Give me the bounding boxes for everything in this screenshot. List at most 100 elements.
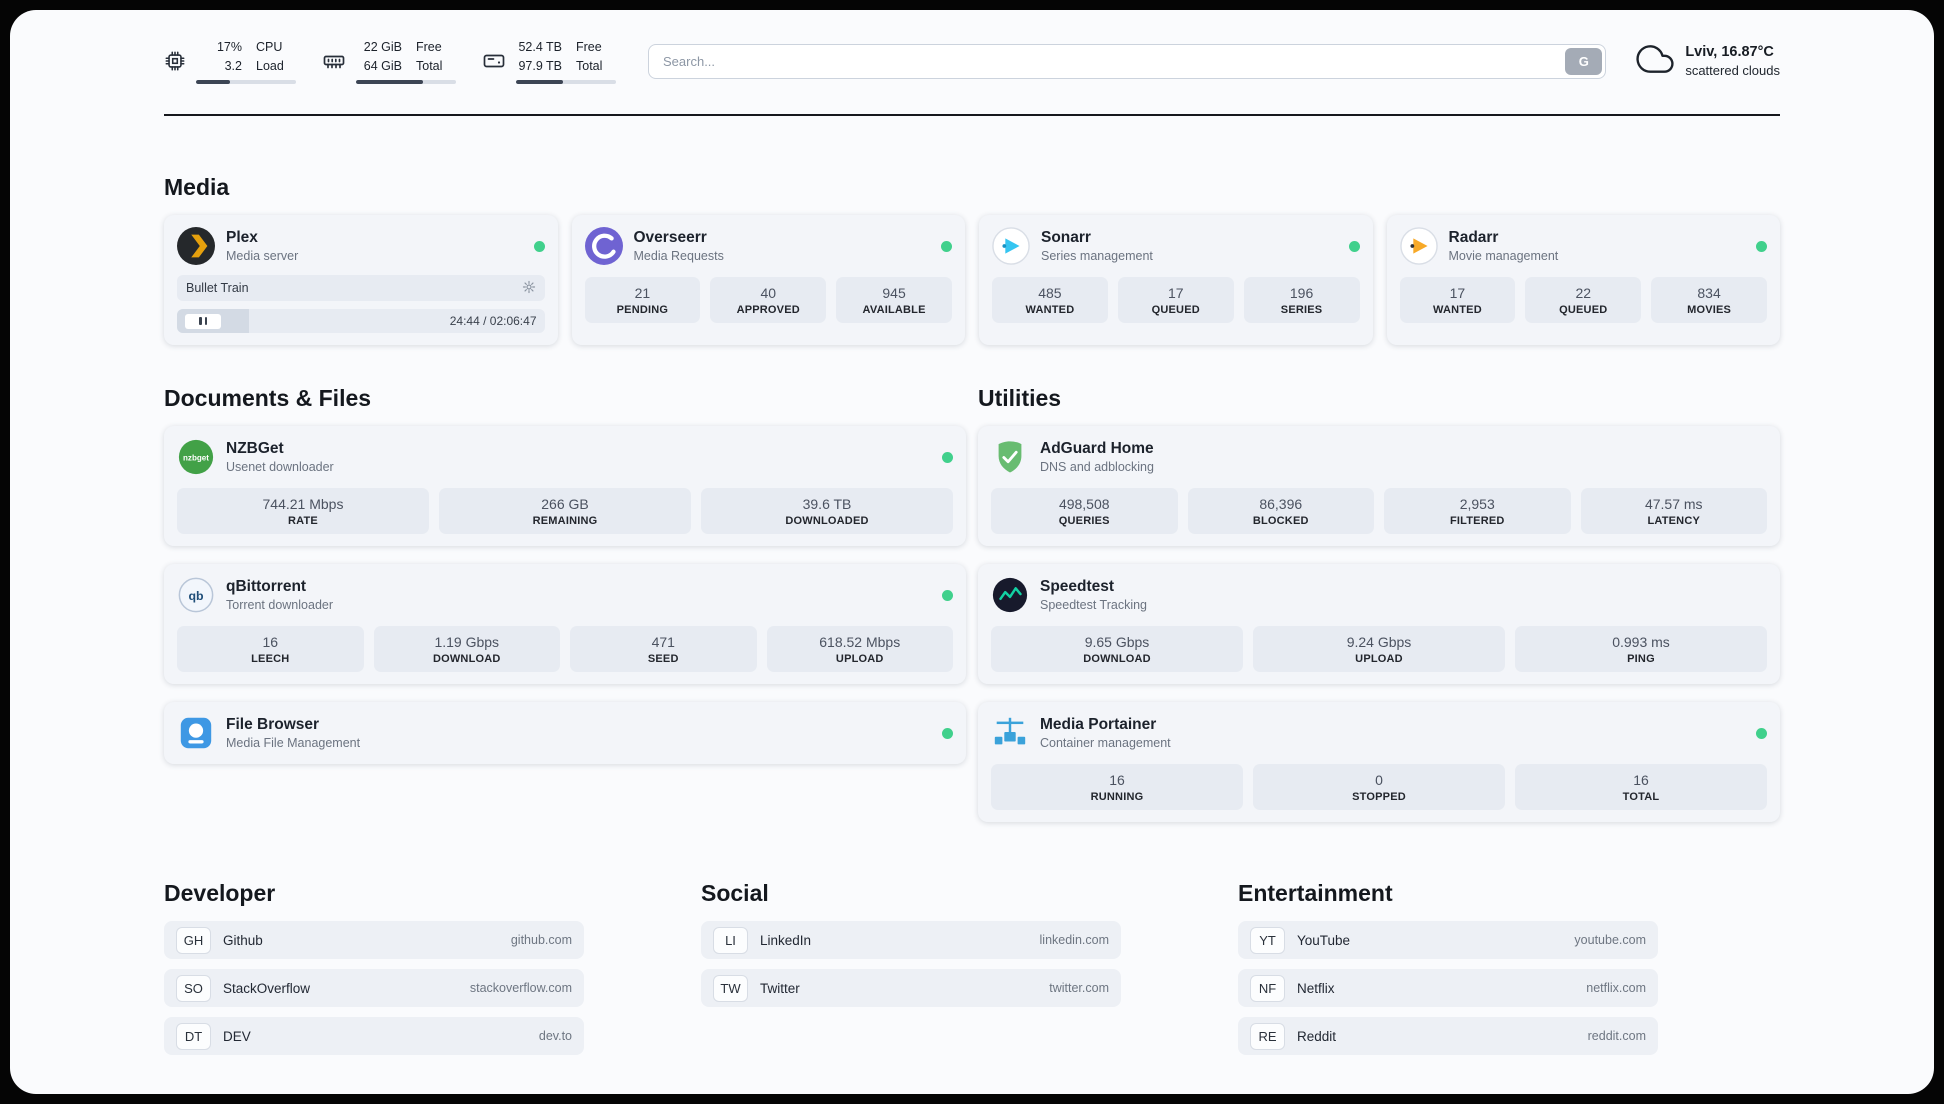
search-input[interactable] xyxy=(648,43,1607,79)
storage-widget: 52.4 TB 97.9 TB Free Total xyxy=(482,38,616,85)
section-title-developer: Developer xyxy=(164,880,276,906)
app-stats: 16 RUNNING 0 STOPPED 16 TOTAL xyxy=(991,764,1767,810)
status-dot xyxy=(1756,240,1767,252)
memory-label-top: Free xyxy=(416,39,442,54)
app-stats: 498,508 QUERIES 86,396 BLOCKED 2,953 FIL… xyxy=(991,488,1767,534)
pause-icon xyxy=(199,317,202,325)
bookmarks-section: Developer GH Github github.com SO StackO… xyxy=(164,880,1780,1055)
qbittorrent-icon: qb xyxy=(177,576,215,614)
playback-progress-bar[interactable]: 24:44 / 02:06:47 xyxy=(177,309,545,333)
app-link-portainer[interactable]: Media Portainer Container management xyxy=(991,714,1767,752)
app-card-speedtest: Speedtest Speedtest Tracking 9.65 Gbps D… xyxy=(978,564,1780,684)
app-card-portainer: Media Portainer Container management 16 … xyxy=(978,702,1780,822)
sonarr-icon xyxy=(992,227,1030,265)
bookmark-reddit[interactable]: RE Reddit reddit.com xyxy=(1238,1017,1658,1055)
stat-label: BLOCKED xyxy=(1252,515,1309,527)
app-link-adguard[interactable]: AdGuard Home DNS and adblocking xyxy=(991,438,1767,476)
media-grid: Plex Media server Bullet Train xyxy=(164,215,1780,345)
search-bar: G xyxy=(648,43,1607,79)
app-desc: Media server xyxy=(226,249,299,263)
app-link-sonarr[interactable]: Sonarr Series management xyxy=(992,227,1360,265)
bookmark-dev[interactable]: DT DEV dev.to xyxy=(164,1017,584,1055)
app-card-adguard: AdGuard Home DNS and adblocking 498,508 … xyxy=(978,426,1780,546)
stat-tile: 17 QUEUED xyxy=(1117,277,1234,323)
app-card-qbittorrent: qb qBittorrent Torrent downloader 16 LEE… xyxy=(164,564,966,684)
search-engine-button[interactable]: G xyxy=(1565,47,1603,75)
section-utilities: Utilities AdGuard Home DNS and adblockin… xyxy=(978,385,1780,822)
stat-label: UPLOAD xyxy=(835,653,884,665)
stat-tile: 17 WANTED xyxy=(1399,277,1516,323)
stat-tile: 16 LEECH xyxy=(177,626,364,672)
app-link-plex[interactable]: Plex Media server xyxy=(177,227,545,265)
stat-label: WANTED xyxy=(1432,304,1482,316)
stat-value: 1.19 Gbps xyxy=(434,634,500,650)
stat-value: 9.24 Gbps xyxy=(1346,634,1412,650)
app-link-filebrowser[interactable]: File Browser Media File Management xyxy=(177,714,953,752)
stat-label: SERIES xyxy=(1280,304,1323,316)
bookmark-abbr: RE xyxy=(1250,1022,1285,1050)
status-dot xyxy=(942,727,953,739)
header-bar: 17% 3.2 CPU Load 22 GiB xyxy=(164,38,1780,85)
app-stats: 9.65 Gbps DOWNLOAD 9.24 Gbps UPLOAD 0.99… xyxy=(991,626,1767,672)
stat-label: DOWNLOAD xyxy=(1083,653,1151,665)
app-name: Speedtest xyxy=(1040,578,1115,595)
stat-tile: 9.24 Gbps UPLOAD xyxy=(1253,626,1505,672)
app-link-nzbget[interactable]: nzbget NZBGet Usenet downloader xyxy=(177,438,953,476)
stat-value: 40 xyxy=(760,285,777,301)
memory-progress-bar xyxy=(356,80,456,85)
cpu-widget: 17% 3.2 CPU Load xyxy=(164,38,296,85)
app-card-sonarr: Sonarr Series management 485 WANTED 17 Q… xyxy=(979,215,1373,345)
filebrowser-icon xyxy=(177,714,215,752)
bookmark-netflix[interactable]: NF Netflix netflix.com xyxy=(1238,969,1658,1007)
bookmark-github[interactable]: GH Github github.com xyxy=(164,921,584,959)
cpu-label-bottom: Load xyxy=(256,58,284,73)
bookmark-stackoverflow[interactable]: SO StackOverflow stackoverflow.com xyxy=(164,969,584,1007)
bookmark-group-entertainment: Entertainment YT YouTube youtube.com NF … xyxy=(1238,880,1658,1055)
app-link-speedtest[interactable]: Speedtest Speedtest Tracking xyxy=(991,576,1767,614)
stat-value: 17 xyxy=(1449,285,1466,301)
pause-button[interactable] xyxy=(185,313,221,329)
bookmark-url: stackoverflow.com xyxy=(469,981,572,995)
status-dot xyxy=(533,240,545,252)
stat-label: PENDING xyxy=(616,304,669,316)
player-settings-button[interactable] xyxy=(522,280,536,297)
cpu-progress-bar xyxy=(196,80,296,85)
cpu-usage-value: 17% xyxy=(216,39,242,54)
adguard-shield-icon xyxy=(991,438,1029,476)
app-link-qbittorrent[interactable]: qb qBittorrent Torrent downloader xyxy=(177,576,953,614)
status-dot xyxy=(1756,727,1767,739)
bookmark-name: DEV xyxy=(223,1028,251,1044)
weather-condition: scattered clouds xyxy=(1685,63,1780,78)
section-documents: Documents & Files nzbget NZBGet Usenet d… xyxy=(164,385,966,764)
stat-value: 945 xyxy=(882,285,906,301)
app-stats: 744.21 Mbps RATE 266 GB REMAINING 39.6 T… xyxy=(177,488,953,534)
svg-text:qb: qb xyxy=(188,589,204,603)
stat-tile: 498,508 QUERIES xyxy=(991,488,1178,534)
stat-value: 17 xyxy=(1167,285,1184,301)
playback-time: 24:44 / 02:06:47 xyxy=(449,314,537,328)
app-link-radarr[interactable]: Radarr Movie management xyxy=(1399,227,1767,265)
bookmark-twitter[interactable]: TW Twitter twitter.com xyxy=(701,969,1121,1007)
stat-tile: 47.57 ms LATENCY xyxy=(1580,488,1767,534)
bookmark-linkedin[interactable]: LI LinkedIn linkedin.com xyxy=(701,921,1121,959)
stat-value: 47.57 ms xyxy=(1644,496,1703,512)
bookmark-name: YouTube xyxy=(1297,932,1351,948)
stat-label: TOTAL xyxy=(1622,791,1660,803)
bookmark-url: dev.to xyxy=(538,1029,572,1043)
stat-label: QUERIES xyxy=(1058,515,1110,527)
app-stats: 17 WANTED 22 QUEUED 834 MOVIES xyxy=(1399,277,1767,323)
status-dot xyxy=(1348,240,1360,252)
stat-tile: 618.52 Mbps UPLOAD xyxy=(766,626,953,672)
app-name: Plex xyxy=(226,229,258,246)
pause-icon xyxy=(204,317,207,325)
stat-value: 2,953 xyxy=(1459,496,1495,512)
app-desc: Torrent downloader xyxy=(226,598,334,612)
portainer-icon xyxy=(991,714,1029,752)
stat-value: 39.6 TB xyxy=(802,496,852,512)
stat-label: FILTERED xyxy=(1449,515,1505,527)
app-name: Overseerr xyxy=(633,229,707,246)
bookmark-name: StackOverflow xyxy=(223,980,311,996)
bookmark-youtube[interactable]: YT YouTube youtube.com xyxy=(1238,921,1658,959)
app-link-overseerr[interactable]: Overseerr Media Requests xyxy=(584,227,952,265)
stat-label: RUNNING xyxy=(1090,791,1144,803)
